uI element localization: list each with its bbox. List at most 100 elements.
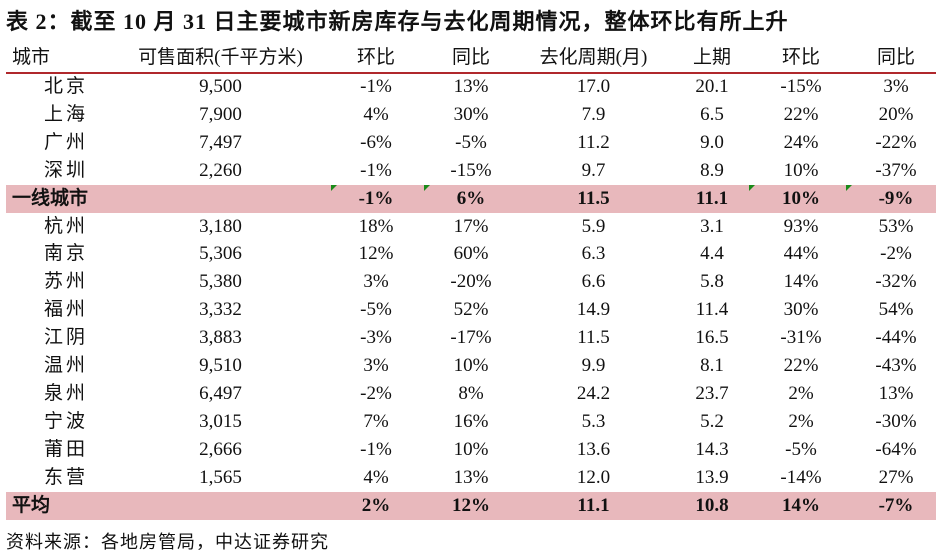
value-cell: 17.0	[576, 76, 611, 97]
value-cell: -1%	[360, 159, 392, 181]
city-cell: 杭州	[43, 215, 88, 237]
comment-marker-icon	[331, 184, 337, 191]
value-cell: 3,883	[199, 327, 242, 349]
comment-marker-icon	[424, 184, 430, 191]
value-cell: 6.3	[581, 243, 606, 265]
summary-row: 平均 2% 12% 11.1 10.8 14% -7%	[6, 491, 936, 520]
value-cell: 20.1	[695, 76, 729, 97]
value-cell: -20%	[450, 271, 492, 293]
table-row: 广州 7,497 -6% -5% 11.2 9.0 24% -22%	[6, 129, 936, 157]
value-cell: -15%	[450, 159, 492, 181]
city-cell: 上海	[43, 103, 88, 125]
city-cell: 宁波	[43, 410, 88, 432]
table-row: 苏州 5,380 3% -20% 6.6 5.8 14% -32%	[6, 268, 936, 296]
value-cell: -5%	[360, 299, 392, 321]
header-cell: 城市	[12, 47, 51, 68]
city-cell: 广州	[43, 131, 88, 153]
value-cell: -31%	[780, 327, 822, 349]
value-cell: 22%	[783, 103, 819, 125]
city-cell: 深圳	[43, 159, 88, 181]
value-cell: 5.3	[581, 410, 606, 432]
value-cell: -14%	[780, 466, 822, 488]
table-title: 表 2：截至 10 月 31 日主要城市新房库存与去化周期情况，整体环比有所上升	[6, 9, 789, 34]
value-cell: -2%	[360, 382, 392, 404]
city-cell: 平均	[12, 494, 51, 516]
value-cell: 10%	[453, 438, 489, 460]
value-cell: 60%	[453, 243, 489, 265]
header-cell: 同比	[451, 47, 490, 68]
value-cell: -1%	[358, 187, 394, 209]
value-cell: 8.9	[700, 159, 724, 181]
value-cell: 3,015	[199, 410, 242, 432]
value-cell: 5.8	[700, 271, 724, 293]
value-cell: -30%	[875, 410, 917, 432]
value-cell: -5%	[455, 131, 487, 153]
value-cell: -37%	[875, 159, 917, 181]
value-cell: 30%	[453, 103, 489, 125]
table-row: 泉州 6,497 -2% 8% 24.2 23.7 2% 13%	[6, 380, 936, 408]
city-cell: 苏州	[43, 271, 88, 293]
value-cell: 54%	[878, 299, 914, 321]
value-cell: 8.1	[700, 355, 724, 376]
value-cell: -17%	[450, 327, 492, 349]
value-cell: 93%	[783, 215, 819, 237]
value-cell: 12%	[358, 243, 394, 265]
table-row: 宁波 3,015 7% 16% 5.3 5.2 2% -30%	[6, 408, 936, 436]
table-row: 温州 9,510 3% 10% 9.9 8.1 22% -43%	[6, 352, 936, 380]
value-cell: -15%	[780, 76, 822, 97]
value-cell: 9.0	[700, 131, 724, 153]
value-cell: 6.5	[700, 103, 724, 125]
value-cell: 9.7	[581, 159, 606, 181]
value-cell: 3%	[363, 355, 389, 376]
table-row: 南京 5,306 12% 60% 6.3 4.4 44% -2%	[6, 240, 936, 268]
value-cell: 10.8	[695, 494, 729, 516]
value-cell: 6%	[456, 187, 486, 209]
comment-marker-icon	[749, 184, 755, 191]
value-cell: 17%	[453, 215, 489, 237]
value-cell: -43%	[875, 355, 917, 376]
value-cell: 7,497	[199, 131, 242, 153]
value-cell: 6.6	[581, 271, 606, 293]
value-cell: 24%	[783, 131, 819, 153]
value-cell: 11.2	[577, 131, 610, 153]
source-note: 资料来源：各地房管局，中达证券研究	[6, 532, 329, 552]
value-cell: 30%	[783, 299, 819, 321]
value-cell: 52%	[453, 299, 489, 321]
comment-marker-icon	[846, 184, 852, 191]
value-cell: -9%	[878, 187, 914, 209]
value-cell: 20%	[878, 103, 914, 125]
city-cell: 南京	[43, 243, 88, 265]
value-cell: 13.6	[576, 438, 611, 460]
value-cell: 16%	[453, 410, 489, 432]
header-cell: 上期	[692, 47, 731, 68]
value-cell: -2%	[880, 243, 912, 265]
header-cell: 去化周期(月)	[539, 47, 648, 68]
value-cell: 11.4	[695, 299, 729, 321]
value-cell: 2%	[788, 382, 814, 404]
value-cell: 53%	[878, 215, 914, 237]
table-row: 杭州 3,180 18% 17% 5.9 3.1 93% 53%	[6, 213, 936, 241]
value-cell: 5.9	[581, 215, 606, 237]
value-cell: 16.5	[695, 327, 729, 349]
value-cell: 14%	[783, 271, 819, 293]
value-cell: 5,380	[199, 271, 242, 293]
value-cell: 3%	[363, 271, 389, 293]
value-cell: 24.2	[576, 382, 611, 404]
value-cell: 8%	[458, 382, 484, 404]
city-cell: 莆田	[43, 438, 88, 460]
city-cell: 福州	[43, 299, 88, 321]
value-cell: 11.1	[695, 187, 729, 209]
value-cell: 5,306	[199, 243, 242, 265]
value-cell: -32%	[875, 271, 917, 293]
value-cell: 14.9	[576, 299, 611, 321]
city-cell: 泉州	[43, 382, 88, 404]
value-cell: 7%	[363, 410, 389, 432]
value-cell: 11.1	[577, 494, 610, 516]
value-cell: 10%	[782, 187, 820, 209]
value-cell: -64%	[875, 438, 917, 460]
table-row: 江阴 3,883 -3% -17% 11.5 16.5 -31% -44%	[6, 324, 936, 352]
header-cell: 可售面积(千平方米)	[138, 47, 303, 68]
value-cell: 2%	[788, 410, 814, 432]
value-cell: 4%	[363, 466, 389, 488]
value-cell: 22%	[783, 355, 819, 376]
